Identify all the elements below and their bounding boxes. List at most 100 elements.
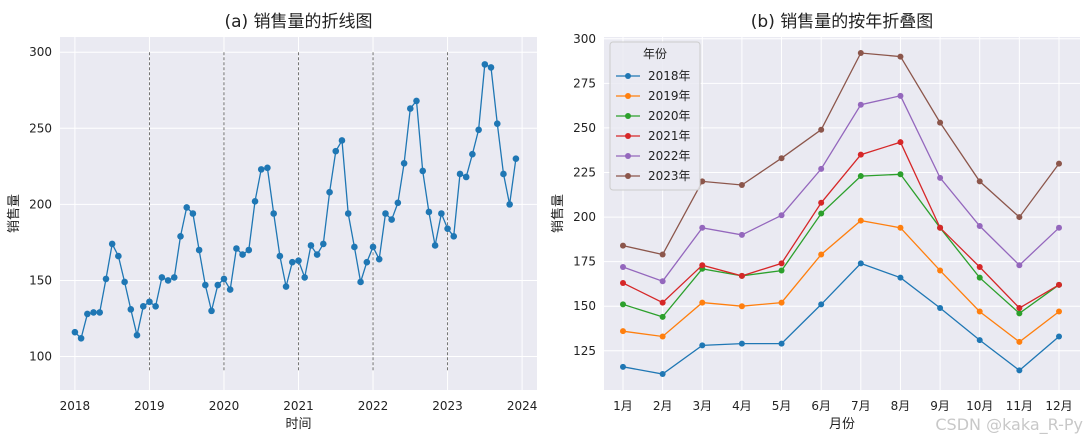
data-point-sales — [170, 274, 178, 281]
data-point-2019年 — [818, 251, 825, 258]
data-point-2023年 — [738, 181, 745, 188]
data-point-sales — [208, 307, 215, 315]
data-point-sales — [133, 331, 141, 339]
data-point-sales — [245, 246, 253, 254]
data-point-2020年 — [778, 267, 785, 274]
x-tick-label-a: 2019 — [134, 399, 165, 413]
data-point-sales — [226, 286, 234, 293]
data-point-sales — [158, 274, 166, 281]
data-point-sales — [512, 155, 520, 163]
legend-entry-label: 2020年 — [648, 109, 691, 123]
data-point-sales — [481, 61, 489, 68]
y-tick-label-a: 150 — [29, 273, 52, 287]
data-point-sales — [239, 251, 246, 258]
data-point-sales — [406, 105, 414, 112]
data-point-2023年 — [818, 126, 825, 133]
data-point-2021年 — [857, 151, 864, 158]
legend-entry-label: 2021年 — [648, 129, 691, 143]
data-point-sales — [96, 309, 104, 316]
data-point-sales — [456, 170, 464, 178]
data-point-sales — [282, 283, 290, 290]
data-point-sales — [419, 167, 427, 175]
legend-entry-label: 2022年 — [648, 149, 691, 163]
data-point-2018年 — [937, 304, 944, 311]
data-point-2022年 — [976, 222, 983, 229]
data-point-sales — [438, 210, 445, 217]
x-tick-label-a: 2022 — [358, 399, 389, 413]
data-point-sales — [351, 243, 358, 251]
x-tick-label-a: 2018 — [60, 399, 91, 413]
x-tick-label-b: 3月 — [692, 399, 712, 413]
series-line-2022年 — [622, 95, 1060, 282]
data-point-2022年 — [738, 231, 745, 238]
data-point-sales — [195, 246, 203, 254]
data-point-sales — [320, 240, 327, 248]
data-point-sales — [220, 275, 228, 283]
data-point-2019年 — [778, 299, 785, 306]
data-point-sales — [388, 216, 395, 223]
legend-swatch-marker — [625, 153, 631, 159]
data-point-2020年 — [1016, 310, 1023, 317]
data-point-sales — [462, 173, 470, 181]
x-tick-label-b: 1月 — [613, 399, 633, 413]
data-point-2021年 — [818, 199, 825, 206]
series-line-2019年 — [622, 219, 1060, 343]
series-line-2023年 — [622, 52, 1060, 256]
data-point-2023年 — [857, 50, 864, 57]
legend-swatch-marker — [625, 173, 631, 179]
y-tick-label-a: 250 — [29, 121, 52, 135]
data-point-sales — [357, 278, 364, 286]
y-tick-label-a: 300 — [29, 45, 52, 59]
data-point-2018年 — [620, 363, 626, 370]
data-point-sales — [289, 258, 296, 266]
data-point-sales — [177, 233, 184, 240]
data-point-sales — [313, 251, 321, 258]
data-point-sales — [71, 328, 79, 336]
data-point-sales — [338, 137, 346, 144]
data-point-sales — [115, 252, 122, 260]
data-point-2020年 — [857, 173, 864, 180]
data-point-sales — [506, 201, 513, 208]
data-point-sales — [84, 310, 91, 318]
data-point-2018年 — [778, 340, 785, 347]
data-point-2020年 — [976, 274, 983, 281]
data-point-2020年 — [659, 313, 666, 320]
data-point-sales — [344, 210, 352, 217]
y-axis-label-a: 销售量 — [6, 194, 22, 233]
x-tick-label-b: 7月 — [851, 399, 871, 413]
data-point-sales — [307, 242, 315, 249]
data-point-sales — [108, 240, 116, 248]
data-point-sales — [493, 120, 501, 128]
data-point-sales — [369, 243, 377, 251]
x-tick-label-b: 5月 — [772, 399, 792, 413]
y-tick-label-b: 175 — [573, 255, 596, 269]
data-point-sales — [90, 309, 97, 316]
y-tick-label-b: 250 — [573, 121, 596, 135]
data-point-sales — [326, 188, 333, 196]
data-point-2020年 — [897, 171, 904, 178]
y-tick-label-b: 150 — [573, 299, 596, 313]
data-point-2023年 — [659, 251, 666, 258]
y-tick-label-b: 275 — [573, 76, 596, 90]
data-point-2018年 — [1056, 333, 1062, 340]
data-point-sales — [276, 252, 284, 260]
data-point-2018年 — [818, 301, 825, 308]
data-point-sales — [394, 199, 402, 207]
series-line-2020年 — [622, 173, 1060, 318]
legend-entry-label: 2018年 — [648, 69, 691, 83]
series-line-2018年 — [622, 262, 1060, 375]
data-point-2022年 — [818, 165, 825, 172]
data-point-2019年 — [620, 328, 626, 335]
data-point-sales — [264, 164, 271, 172]
data-point-sales — [121, 278, 128, 286]
x-tick-label-b: 2月 — [653, 399, 673, 413]
watermark: CSDN @kaka_R-Py — [935, 415, 1083, 434]
data-point-2021年 — [1056, 281, 1062, 288]
data-point-2018年 — [699, 342, 706, 349]
data-point-2019年 — [976, 308, 983, 315]
data-point-sales — [139, 303, 147, 310]
data-point-sales — [444, 225, 451, 233]
data-point-sales — [475, 126, 482, 134]
data-point-2022年 — [857, 101, 864, 108]
